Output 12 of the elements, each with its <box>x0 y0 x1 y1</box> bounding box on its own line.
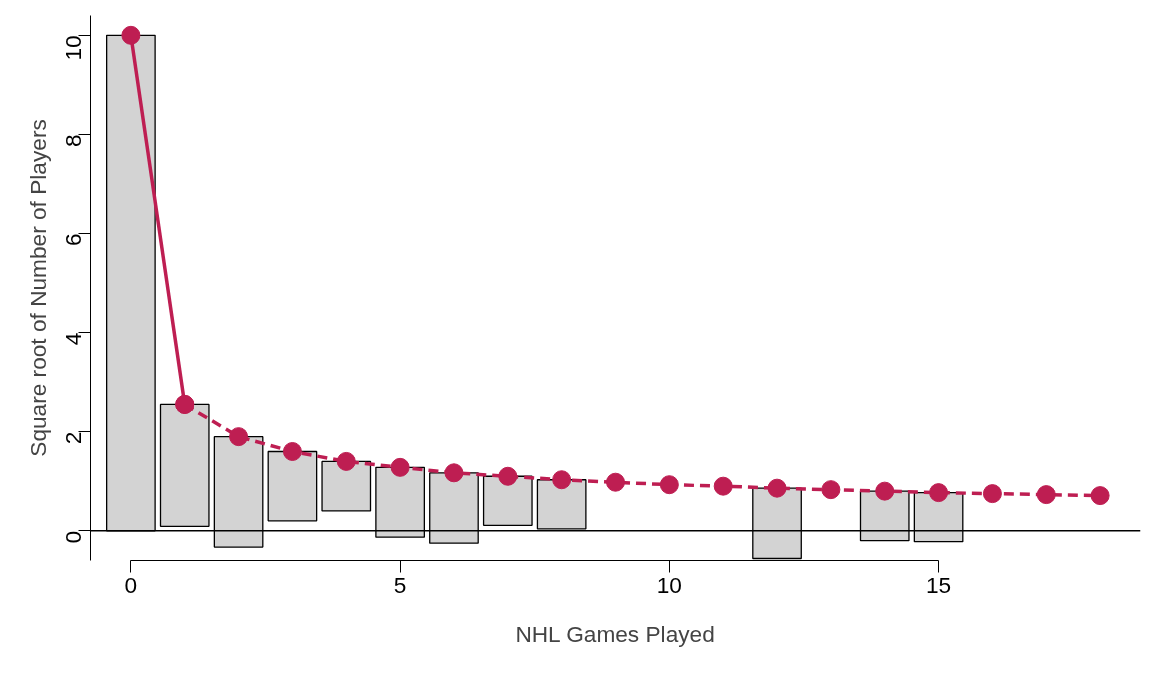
x-tick-label: 0 <box>124 571 138 598</box>
x-tick-label: 15 <box>925 571 952 598</box>
x-axis-title: NHL Games Played <box>515 620 715 647</box>
y-tick-label: 0 <box>60 530 86 544</box>
y-tick-label: 8 <box>60 134 86 148</box>
x-tick-label: 5 <box>393 571 407 598</box>
y-axis-title: Square root of Number of Players <box>24 119 51 457</box>
y-tick-label: 4 <box>60 332 86 346</box>
y-tick-label: 6 <box>60 233 86 247</box>
x-tick-label: 10 <box>656 571 682 598</box>
y-tick-label: 10 <box>60 35 86 61</box>
y-tick-label: 2 <box>60 431 86 445</box>
